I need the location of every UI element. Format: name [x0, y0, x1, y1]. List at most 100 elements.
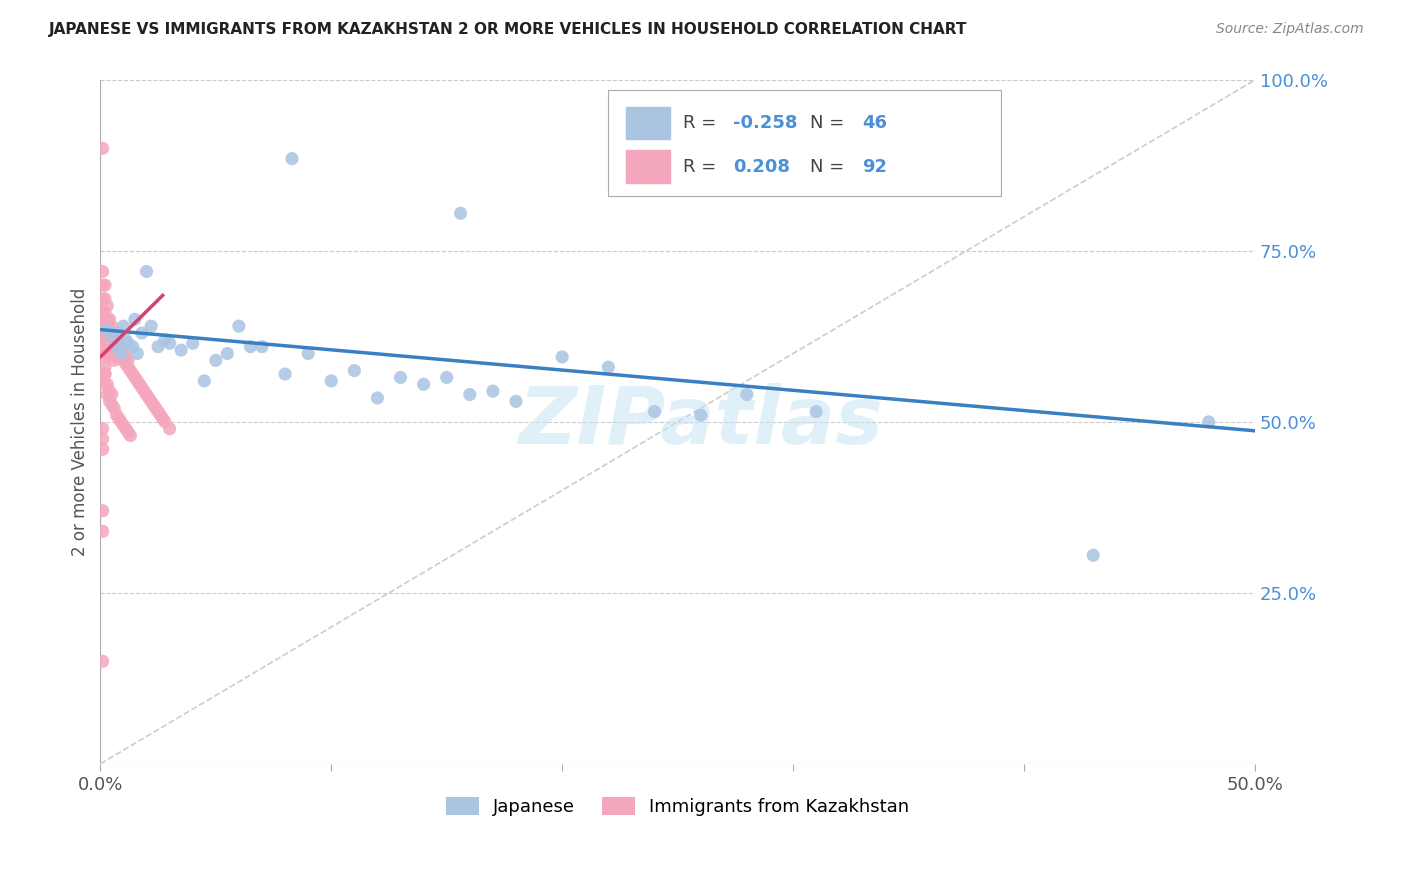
Point: [94, 292, 117, 306]
Bar: [626, 107, 669, 139]
Point: [110, 350, 132, 364]
Point: [124, 370, 146, 384]
Point: [134, 384, 156, 398]
Point: [110, 343, 132, 357]
Point: [153, 333, 176, 347]
Point: [101, 398, 124, 412]
Point: [1083, 548, 1105, 562]
Point: [105, 333, 128, 347]
Point: [127, 374, 149, 388]
Point: [98, 333, 121, 347]
Point: [117, 336, 139, 351]
Point: [110, 346, 132, 360]
Point: [170, 343, 193, 357]
Point: [117, 425, 139, 439]
Point: [120, 363, 142, 377]
Point: [141, 394, 163, 409]
Point: [204, 353, 226, 368]
Point: [142, 398, 165, 412]
Point: [735, 387, 758, 401]
Text: JAPANESE VS IMMIGRANTS FROM KAZAKHSTAN 2 OR MORE VEHICLES IN HOUSEHOLD CORRELATI: JAPANESE VS IMMIGRANTS FROM KAZAKHSTAN 2…: [49, 22, 967, 37]
Point: [131, 381, 153, 395]
Point: [114, 350, 136, 364]
Point: [112, 319, 135, 334]
Point: [98, 340, 121, 354]
Point: [389, 370, 412, 384]
Point: [98, 312, 121, 326]
Point: [112, 353, 135, 368]
Point: [121, 367, 143, 381]
Point: [128, 377, 150, 392]
Point: [114, 357, 136, 371]
Point: [159, 336, 181, 351]
Point: [94, 336, 117, 351]
Point: [105, 350, 128, 364]
Point: [96, 387, 118, 401]
Point: [96, 326, 118, 340]
Point: [135, 264, 157, 278]
Point: [105, 340, 128, 354]
Point: [96, 299, 118, 313]
Point: [127, 346, 149, 360]
Point: [94, 305, 117, 319]
Text: R =: R =: [683, 158, 728, 176]
Point: [98, 384, 121, 398]
Point: [551, 350, 574, 364]
Point: [91, 264, 114, 278]
Point: [94, 343, 117, 357]
Point: [98, 322, 121, 336]
Text: R =: R =: [683, 114, 723, 132]
Point: [91, 654, 114, 668]
Point: [91, 422, 114, 436]
Text: 46: 46: [862, 114, 887, 132]
Point: [159, 422, 181, 436]
Point: [482, 384, 505, 398]
Point: [105, 408, 128, 422]
Point: [153, 415, 176, 429]
Point: [117, 353, 139, 368]
Point: [101, 329, 124, 343]
Point: [114, 422, 136, 436]
Point: [366, 391, 388, 405]
Point: [450, 206, 472, 220]
Point: [94, 377, 117, 392]
Point: [112, 346, 135, 360]
Point: [91, 329, 114, 343]
Point: [145, 401, 167, 416]
Point: [112, 418, 135, 433]
Point: [94, 367, 117, 381]
Point: [96, 312, 118, 326]
Point: [94, 367, 117, 381]
Legend: Japanese, Immigrants from Kazakhstan: Japanese, Immigrants from Kazakhstan: [439, 789, 917, 823]
Point: [343, 363, 366, 377]
Point: [91, 322, 114, 336]
Point: [103, 346, 125, 360]
Point: [101, 387, 124, 401]
Point: [217, 346, 239, 360]
Point: [101, 319, 124, 334]
Y-axis label: 2 or more Vehicles in Household: 2 or more Vehicles in Household: [72, 288, 89, 556]
Point: [96, 346, 118, 360]
Text: N =: N =: [810, 114, 851, 132]
Point: [94, 329, 117, 343]
Point: [131, 326, 153, 340]
Point: [91, 504, 114, 518]
Point: [101, 346, 124, 360]
Point: [94, 360, 117, 375]
Point: [91, 141, 114, 155]
Point: [297, 346, 319, 360]
Point: [804, 404, 827, 418]
Point: [505, 394, 527, 409]
Point: [91, 524, 114, 539]
Text: Source: ZipAtlas.com: Source: ZipAtlas.com: [1216, 22, 1364, 37]
Text: 92: 92: [862, 158, 887, 176]
Point: [103, 353, 125, 368]
Point: [250, 340, 273, 354]
Point: [146, 404, 169, 418]
Point: [598, 360, 620, 375]
Bar: [626, 150, 669, 183]
Point: [108, 411, 131, 425]
Point: [91, 319, 114, 334]
Point: [103, 401, 125, 416]
Point: [124, 312, 146, 326]
